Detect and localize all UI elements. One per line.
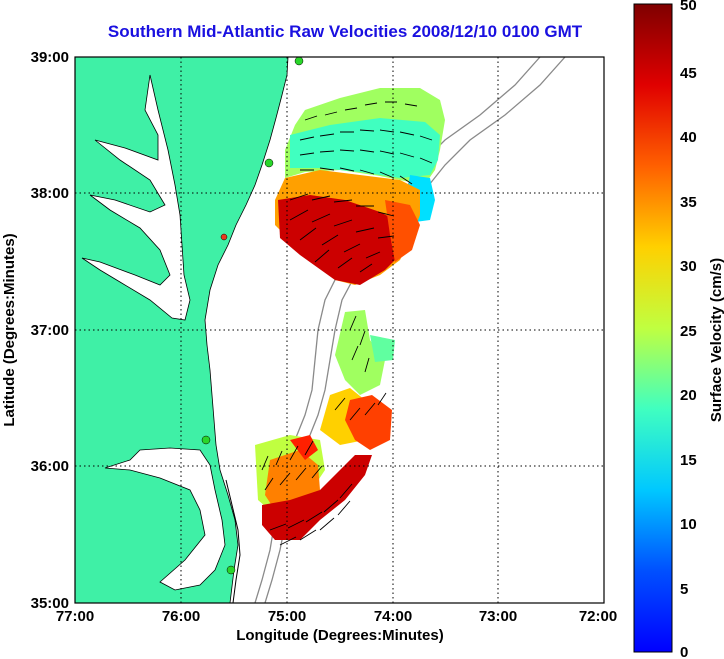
station-marker [294,57,304,66]
y-axis-label: Latitude (Degrees:Minutes) [1,233,18,426]
map-title: Southern Mid-Atlantic Raw Velocities 200… [107,22,583,41]
x-tick-label: 77:00 [56,608,94,625]
colorbar-tick-label: 25 [680,323,697,340]
y-tick-label: 36:00 [31,458,69,475]
plot-frame [74,56,605,604]
coastal-sounds [104,447,226,591]
colorbar-tick-label: 30 [680,258,697,275]
x-tick-label: 73:00 [479,608,517,625]
colorbar-tick-label: 15 [680,452,697,469]
station-marker [264,158,274,168]
x-tick-label: 74:00 [374,608,412,625]
colorbar-tick-label: 45 [680,65,697,82]
station-marker [201,435,211,445]
x-axis: 77:00 76:00 75:00 74:00 73:00 72:00 Long… [56,608,617,644]
y-axis: 39:00 38:00 37:00 36:00 35:00 Latitude (… [1,49,69,612]
chesapeake-bay [81,74,191,321]
x-axis-label: Longitude (Degrees:Minutes) [236,627,444,644]
x-tick-label: 72:00 [579,608,617,625]
station-markers [201,57,304,575]
y-tick-label: 38:00 [31,185,69,202]
colorbar-tick-label: 40 [680,129,697,146]
colorbar-tick-label: 20 [680,387,697,404]
colorbar-tick-label: 5 [680,581,688,598]
grid-lines [75,57,604,603]
station-marker [220,233,228,241]
y-tick-label: 37:00 [31,322,69,339]
barrier-islands [225,479,241,603]
y-tick-label: 39:00 [31,49,69,66]
colorbar: 50 45 40 35 30 25 20 15 10 5 0 Surface V… [633,0,724,659]
colorbar-tick-label: 0 [680,644,688,659]
y-tick-label: 35:00 [31,595,69,612]
colorbar-tick-label: 10 [680,516,697,533]
colorbar-tick-label: 50 [680,0,697,14]
colorbar-label: Surface Velocity (cm/s) [708,258,724,422]
colorbar-tick-label: 35 [680,194,697,211]
station-marker [226,565,236,575]
north-velocity-field [275,88,445,285]
x-tick-label: 76:00 [162,608,200,625]
colorbar-scale [633,3,673,653]
x-tick-label: 75:00 [268,608,306,625]
